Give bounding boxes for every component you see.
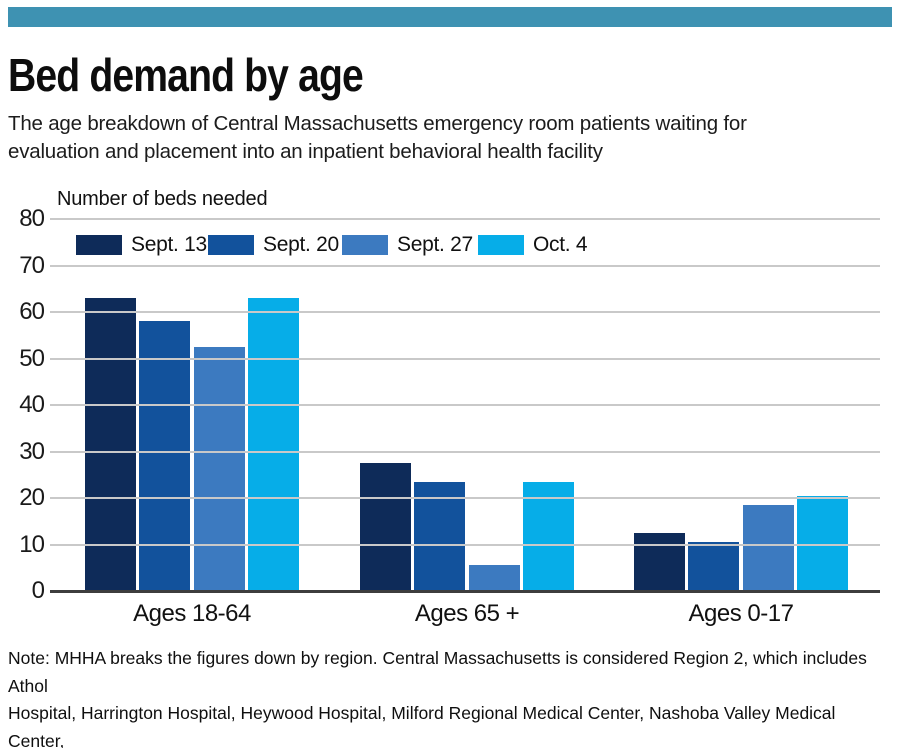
bar-sept-27-ages-65: [469, 565, 520, 591]
bar-oct-4-ages-0-17: [797, 495, 848, 591]
y-tick-label: 80: [19, 205, 45, 232]
legend-label: Sept. 27: [397, 233, 473, 256]
gridline: [50, 218, 880, 220]
y-tick-label: 10: [19, 530, 45, 558]
legend-swatch-icon: [478, 235, 524, 255]
page-title: Bed demand by age: [8, 49, 364, 101]
footnote-line: Note: MHHA breaks the figures down by re…: [8, 648, 867, 696]
legend-label: Sept. 13: [131, 233, 207, 256]
bar-chart-plot-area: Sept. 13 Sept. 20 Sept. 27 Oct. 4: [50, 218, 880, 593]
y-axis: 0 10 20 30 40 50 60 70 80: [0, 206, 45, 604]
gridline: [50, 497, 880, 499]
legend-label: Sept. 20: [263, 233, 339, 256]
bar-sept-13-ages-18-64: [85, 298, 136, 591]
bar-sept-20-ages-18-64: [139, 321, 190, 591]
y-tick-label: 20: [19, 484, 45, 511]
bar-sept-27-ages-18-64: [194, 346, 245, 591]
legend-item: Sept. 20: [208, 232, 339, 258]
x-category-label: Ages 65 +: [414, 600, 520, 627]
bar-sept-27-ages-0-17: [743, 504, 794, 591]
y-tick-label: 60: [19, 298, 45, 325]
subtitle: The age breakdown of Central Massachuset…: [8, 110, 747, 166]
gridline: [50, 357, 880, 360]
y-tick-label: 70: [19, 251, 45, 279]
legend-swatch-icon: [342, 235, 388, 255]
legend-item: Sept. 13: [76, 232, 207, 258]
bar-oct-4-ages-65: [523, 481, 574, 591]
y-tick-label: 30: [19, 437, 45, 465]
footnote-line: Hospital, Harrington Hospital, Heywood H…: [8, 703, 836, 748]
legend-swatch-icon: [208, 235, 254, 255]
legend-item: Oct. 4: [478, 232, 588, 258]
subtitle-line: evaluation and placement into an inpatie…: [8, 140, 603, 163]
y-tick-label: 0: [31, 577, 45, 604]
legend-swatch-icon: [76, 235, 122, 255]
legend-item: Sept. 27: [342, 232, 473, 258]
bar-sept-13-ages-0-17: [634, 532, 685, 591]
chart-axis-title: Number of beds needed: [57, 188, 268, 210]
gridline: [50, 543, 880, 546]
x-axis-line: [50, 590, 880, 593]
x-axis: Ages 18-64 Ages 65 + Ages 0-17: [50, 600, 880, 634]
accent-bar: [8, 7, 892, 27]
bar-sept-20-ages-65: [414, 481, 465, 591]
y-tick-label: 40: [19, 391, 45, 418]
x-category-label: Ages 0-17: [688, 600, 794, 627]
gridline: [50, 450, 880, 453]
legend-label: Oct. 4: [533, 233, 588, 256]
gridline: [50, 264, 880, 267]
gridline: [50, 404, 880, 406]
x-category-label: Ages 18-64: [133, 600, 251, 627]
bar-sept-20-ages-0-17: [688, 542, 739, 591]
legend: Sept. 13 Sept. 20 Sept. 27 Oct. 4: [50, 232, 880, 258]
bar-oct-4-ages-18-64: [248, 298, 299, 591]
subtitle-line: The age breakdown of Central Massachuset…: [8, 112, 747, 135]
bar-sept-13-ages-65: [360, 463, 411, 591]
y-tick-label: 50: [19, 344, 45, 372]
gridline: [50, 311, 880, 313]
footnote: Note: MHHA breaks the figures down by re…: [8, 645, 894, 748]
